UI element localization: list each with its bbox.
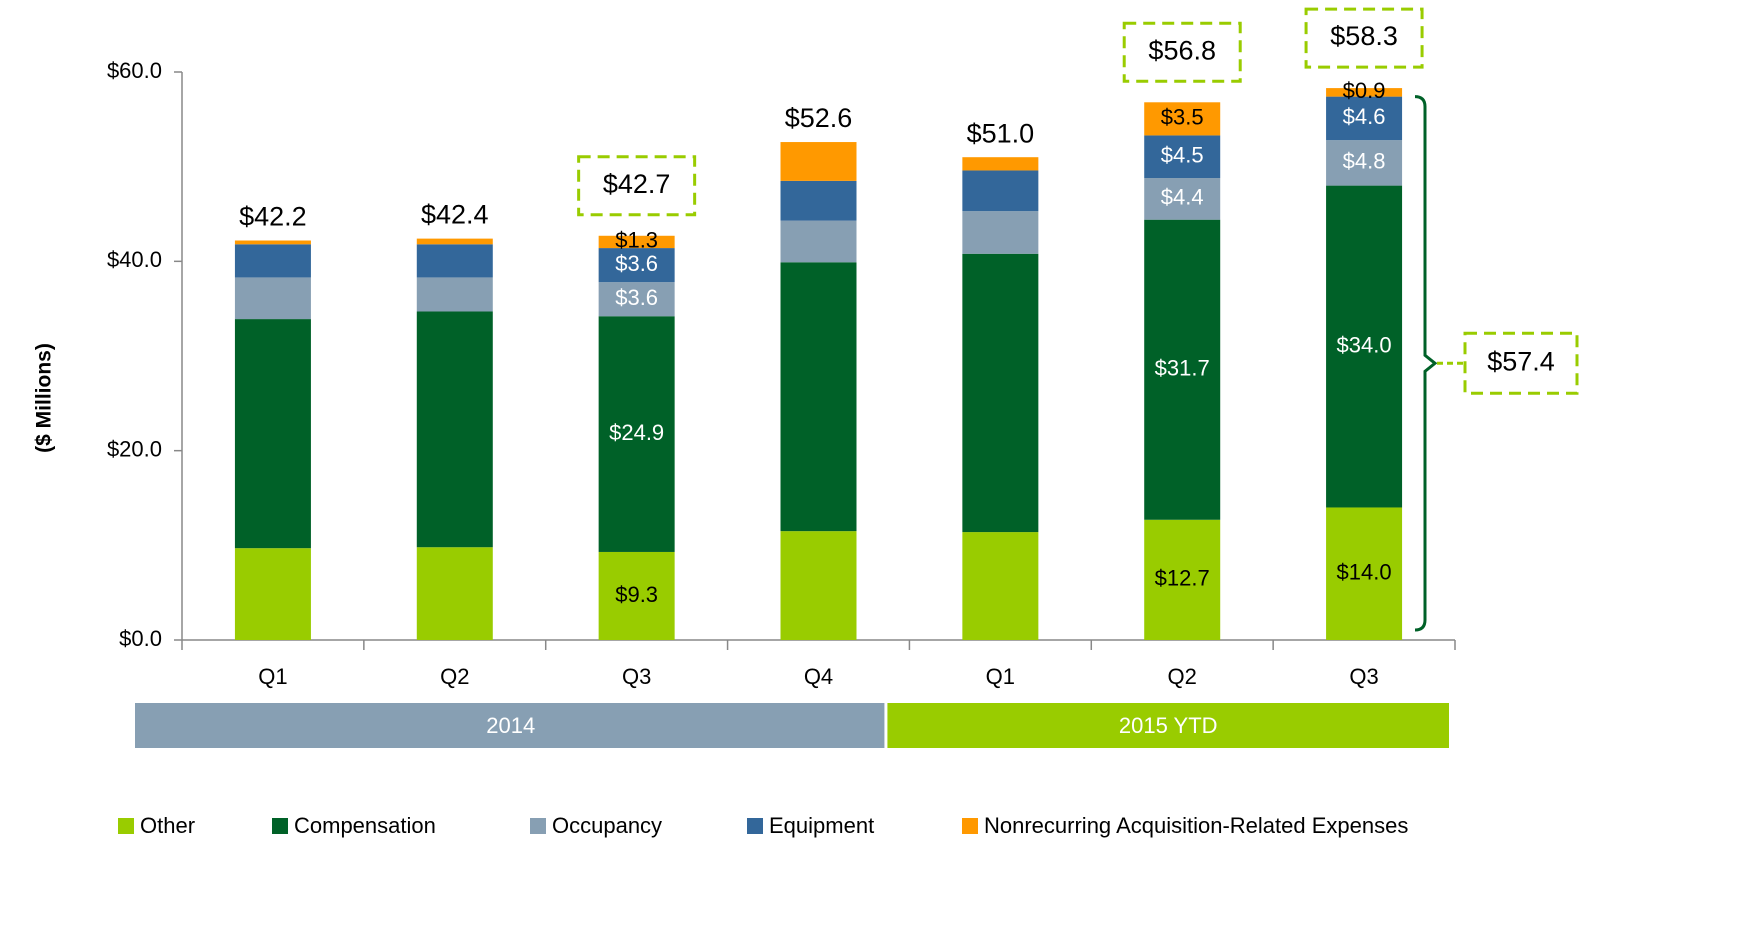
total-box — [577, 155, 697, 217]
x-tick-label: Q3 — [622, 664, 651, 689]
data-label: $34.0 — [1337, 332, 1392, 357]
legend-label: Occupancy — [552, 813, 662, 838]
bar-segment — [598, 282, 675, 317]
bar-segment — [234, 240, 311, 245]
bar-segment — [962, 211, 1039, 254]
legend-swatch — [272, 818, 288, 834]
group-label: 2015 YTD — [1119, 713, 1218, 738]
total-label: $51.0 — [967, 118, 1035, 148]
total-label: $42.7 — [603, 169, 671, 199]
data-label: $3.6 — [615, 285, 658, 310]
bar-segment — [962, 253, 1039, 533]
x-tick-label: Q1 — [258, 664, 287, 689]
bar-segment — [1326, 88, 1403, 97]
legend-swatch — [962, 818, 978, 834]
data-label: $31.7 — [1155, 356, 1210, 381]
bar-segment — [780, 142, 857, 181]
bar-segment — [780, 220, 857, 263]
bar-segment — [1326, 96, 1403, 141]
legend-label: Other — [140, 813, 195, 838]
bar-segment — [598, 248, 675, 283]
total-label: $58.3 — [1330, 21, 1398, 51]
x-tick-label: Q1 — [986, 664, 1015, 689]
bar-segment — [234, 319, 311, 549]
group-band — [887, 703, 1449, 748]
legend-swatch — [118, 818, 134, 834]
data-label: $3.5 — [1161, 105, 1204, 130]
data-label: $14.0 — [1337, 560, 1392, 585]
bar-segment — [416, 547, 493, 640]
bar-segment — [780, 531, 857, 640]
bar-segment — [598, 551, 675, 640]
bracket-box — [1463, 331, 1579, 395]
data-label: $1.3 — [615, 228, 658, 253]
group-band — [135, 703, 885, 748]
data-label: $24.9 — [609, 420, 664, 445]
data-label: $4.6 — [1343, 104, 1386, 129]
bar-segment — [962, 532, 1039, 640]
total-box — [1122, 21, 1242, 83]
data-label: $4.5 — [1161, 143, 1204, 168]
bracket — [1414, 95, 1438, 632]
y-tick-label: $60.0 — [107, 58, 162, 83]
legend-label: Compensation — [294, 813, 436, 838]
legend-label: Nonrecurring Acquisition-Related Expense… — [984, 813, 1408, 838]
total-label: $42.2 — [239, 202, 307, 232]
y-tick-label: $40.0 — [107, 247, 162, 272]
total-box — [1304, 7, 1424, 69]
total-label: $56.8 — [1148, 35, 1216, 65]
bar-segment — [1326, 185, 1403, 508]
bracket-label: $57.4 — [1487, 346, 1555, 376]
bar-segment — [598, 235, 675, 249]
data-label: $12.7 — [1155, 566, 1210, 591]
total-label: $52.6 — [785, 103, 853, 133]
bar-segment — [1326, 507, 1403, 640]
x-tick-label: Q3 — [1349, 664, 1378, 689]
bar-segment — [1144, 135, 1221, 179]
legend-swatch — [747, 818, 763, 834]
data-label: $4.4 — [1161, 185, 1204, 210]
x-tick-label: Q2 — [440, 664, 469, 689]
bar-segment — [234, 548, 311, 640]
x-tick-label: Q4 — [804, 664, 833, 689]
bar-segment — [780, 180, 857, 221]
bar-segment — [416, 238, 493, 245]
bar-segment — [416, 311, 493, 548]
bar-segment — [780, 262, 857, 532]
group-label: 2014 — [486, 713, 535, 738]
bar-segment — [234, 244, 311, 278]
data-label: $9.3 — [615, 582, 658, 607]
bar-segment — [1144, 219, 1221, 520]
legend-label: Equipment — [769, 813, 874, 838]
y-tick-label: $20.0 — [107, 436, 162, 461]
y-tick-label: $0.0 — [119, 626, 162, 651]
bar-segment — [1144, 519, 1221, 640]
legend-swatch — [530, 818, 546, 834]
data-label: $4.8 — [1343, 149, 1386, 174]
total-label: $42.4 — [421, 200, 489, 230]
y-axis-label: ($ Millions) — [33, 343, 56, 453]
bar-segment — [1144, 102, 1221, 136]
bar-segment — [962, 157, 1039, 171]
bar-segment — [962, 170, 1039, 212]
data-label: $0.9 — [1343, 78, 1386, 103]
bar-segment — [598, 316, 675, 552]
bar-segment — [1144, 178, 1221, 220]
bar-segment — [416, 277, 493, 312]
bar-segment — [234, 277, 311, 320]
x-tick-label: Q2 — [1168, 664, 1197, 689]
bar-segment — [416, 244, 493, 278]
data-label: $3.6 — [615, 251, 658, 276]
bar-segment — [1326, 140, 1403, 186]
